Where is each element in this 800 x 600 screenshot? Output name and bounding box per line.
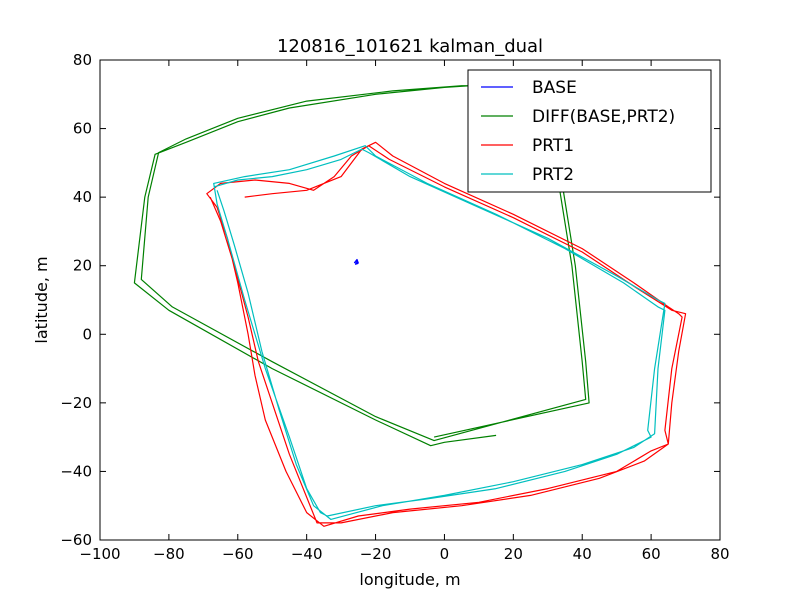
legend-box — [467, 69, 712, 193]
x-tick-label: 60 — [642, 545, 661, 563]
x-axis-ticks: −100 −80 −60 −40 −20 0 20 40 60 80 — [79, 60, 730, 563]
x-tick-label: −60 — [222, 545, 254, 563]
legend: BASE DIFF(BASE,PRT2) PRT1 PRT2 — [467, 69, 712, 193]
x-tick-label: 40 — [573, 545, 592, 563]
y-tick-label: −40 — [60, 462, 92, 480]
legend-label-4: PRT2 — [532, 165, 574, 185]
series-line-4 — [213, 145, 666, 520]
x-tick-label: 20 — [504, 545, 523, 563]
x-tick-label: −40 — [291, 545, 323, 563]
x-tick-label: −80 — [153, 545, 185, 563]
x-tick-label: −20 — [360, 545, 392, 563]
y-tick-label: 0 — [82, 325, 92, 343]
y-axis-label: latitude, m — [32, 256, 51, 343]
y-tick-label: 40 — [73, 188, 92, 206]
series-layer — [133, 83, 687, 527]
y-tick-label: 60 — [73, 120, 92, 138]
plot-frame — [99, 59, 721, 541]
legend-label-2: DIFF(BASE,PRT2) — [532, 107, 675, 127]
x-axis-label: longitude, m — [359, 570, 460, 589]
series-line-2 — [133, 83, 590, 447]
x-tick-label: −100 — [79, 545, 120, 563]
series-line-3 — [206, 141, 687, 527]
legend-label-1: BASE — [532, 78, 577, 98]
y-tick-label: 20 — [73, 257, 92, 275]
y-tick-label: −20 — [60, 394, 92, 412]
y-axis-ticks: −60 −40 −20 0 20 40 60 80 — [60, 51, 720, 549]
x-tick-label: 80 — [710, 545, 729, 563]
y-tick-label: −60 — [60, 531, 92, 549]
chart-title: 120816_101621 kalman_dual — [277, 36, 543, 57]
y-tick-label: 80 — [73, 51, 92, 69]
series-line-1 — [353, 258, 359, 265]
legend-label-3: PRT1 — [532, 136, 574, 156]
x-tick-label: 0 — [440, 545, 450, 563]
